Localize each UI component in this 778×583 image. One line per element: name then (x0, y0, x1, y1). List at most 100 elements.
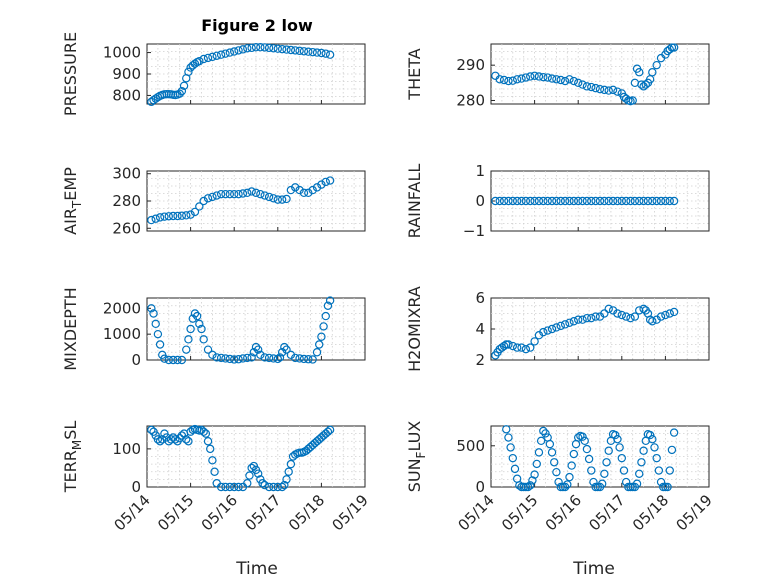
data-point (491, 196, 500, 206)
data-point (221, 482, 230, 492)
data-point (578, 196, 587, 206)
data-point (619, 466, 629, 475)
data-point (190, 207, 200, 217)
data-point (203, 345, 213, 354)
data-point (499, 341, 509, 351)
data-point (208, 350, 217, 360)
data-point (504, 196, 513, 206)
data-point (197, 324, 206, 334)
data-point (325, 296, 335, 305)
data-point (243, 478, 252, 488)
data-point (560, 196, 570, 206)
data-point (251, 188, 261, 198)
data-point (552, 75, 561, 84)
data-point (526, 196, 535, 206)
data-point (179, 81, 189, 90)
y-tick-label: 0 (475, 192, 485, 210)
data-point (656, 312, 666, 321)
data-point (291, 46, 300, 55)
data-point (648, 434, 657, 444)
data-point (295, 46, 304, 56)
data-point (151, 319, 160, 329)
data-point (565, 472, 574, 482)
data-point (168, 355, 178, 365)
data-point (554, 477, 563, 487)
data-point (624, 482, 633, 492)
data-point (659, 482, 668, 492)
data-point (617, 310, 627, 320)
data-point (613, 196, 622, 206)
data-point (539, 196, 548, 206)
y-tick-label: 800 (112, 86, 141, 104)
data-point (587, 82, 596, 92)
data-markers (147, 296, 335, 365)
x-tick-label: 05/15 (498, 491, 541, 534)
data-point (260, 191, 269, 200)
y-axis-label: RAINFALL (405, 164, 424, 239)
y-axis-label: THETA (405, 48, 424, 100)
data-point (508, 341, 517, 351)
data-point (225, 482, 235, 492)
data-point (613, 309, 622, 318)
data-point (286, 185, 296, 195)
data-point (543, 326, 552, 335)
data-point (578, 80, 587, 89)
data-point (280, 480, 289, 490)
data-point (286, 459, 296, 469)
data-point (536, 436, 546, 446)
data-point (600, 469, 609, 479)
data-point (632, 479, 642, 488)
data-point (615, 443, 624, 452)
data-point (547, 196, 557, 206)
data-point (199, 54, 208, 64)
data-point (282, 475, 291, 484)
data-point (587, 466, 596, 475)
data-point (168, 211, 178, 221)
data-point (552, 323, 561, 332)
data-point (499, 196, 509, 206)
data-point (291, 353, 300, 363)
data-point (648, 196, 657, 206)
x-tick-label: 05/16 (198, 491, 241, 534)
data-point (308, 47, 317, 57)
data-point (238, 189, 248, 198)
x-tick-label: 05/18 (285, 491, 328, 534)
x-tick-label: 05/14 (111, 491, 154, 534)
data-point (238, 354, 248, 363)
data-point (321, 49, 330, 58)
y-tick-label: 280 (112, 192, 141, 210)
x-axis-label-right: Time (572, 559, 615, 579)
data-point (190, 59, 200, 68)
data-point (645, 430, 655, 440)
data-point (563, 480, 572, 489)
data-point (608, 196, 618, 206)
data-point (280, 342, 289, 352)
data-point (295, 185, 304, 195)
data-point (315, 340, 324, 349)
data-markers (491, 196, 679, 206)
subplot-6: 2 4 6 H2OMIXRA (405, 286, 710, 372)
data-point (247, 43, 256, 53)
data-point (652, 453, 661, 463)
subplot-5: 0 1000 2000 MIXDEPTH (61, 287, 366, 371)
x-tick-label: 05/18 (629, 491, 672, 534)
data-point (238, 45, 248, 54)
data-point (526, 343, 535, 352)
data-point (308, 185, 317, 195)
data-point (199, 427, 208, 436)
data-point (264, 482, 274, 492)
data-point (648, 68, 657, 77)
data-point (667, 43, 677, 52)
data-point (319, 322, 328, 331)
y-axis-label: H2OMIXRA (405, 286, 424, 372)
data-point (597, 479, 607, 488)
data-point (253, 469, 263, 478)
data-point (149, 309, 158, 318)
data-point (508, 196, 517, 206)
data-point (665, 466, 674, 475)
data-point (591, 312, 600, 321)
y-axis-label: PRESSURE (61, 32, 80, 116)
data-point (595, 84, 605, 94)
subplot-7: 0 100 05/14 05/15 05/16 05/17 05/18 05/19 TERRMS… (61, 421, 372, 535)
data-point (186, 324, 195, 334)
